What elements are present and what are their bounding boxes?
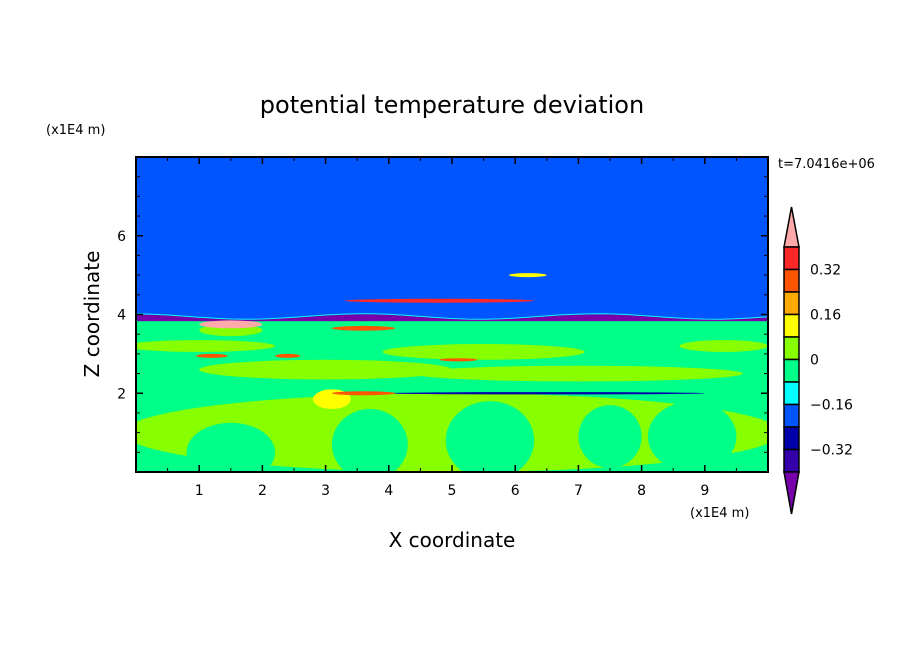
contour-patch-21: [508, 273, 547, 278]
x-tick-label: 1: [195, 483, 204, 499]
colorbar-box: [783, 381, 800, 406]
x-tick-label: 7: [574, 483, 583, 499]
contour-patch-3: [445, 401, 535, 472]
colorbar-tick-label: 0.32: [810, 263, 841, 279]
x-tick-label: 9: [700, 483, 709, 499]
contour-patch-1: [186, 422, 276, 472]
y-axis-label: Z coordinate: [80, 251, 104, 378]
colorbar-tick-label: −0.32: [810, 443, 853, 459]
colorbar-box: [783, 313, 800, 338]
contour-patch-5: [647, 401, 737, 472]
colorbar-top-arrow: [783, 206, 800, 248]
colorbar-box: [783, 358, 800, 383]
x-tick-label: 8: [637, 483, 646, 499]
contour-patch-19: [199, 320, 263, 329]
contour-patch-18: [439, 358, 478, 362]
x-tick-label: 2: [258, 483, 267, 499]
colorbar: 0.32 0.16 0 −0.16 −0.32: [783, 206, 853, 515]
axis-ticks: 1 2 3 4 5 6 7 8 9 2 4 6: [117, 157, 768, 499]
x-unit-label: (x1E4 m): [690, 506, 749, 521]
y-unit-label: (x1E4 m): [46, 123, 105, 138]
colorbar-box: [783, 291, 800, 316]
y-tick-label: 4: [117, 308, 126, 324]
contour-patch-16: [275, 353, 301, 358]
contour-patch-17: [331, 391, 396, 396]
contour-patch-8: [679, 340, 768, 352]
contour-band-11: [136, 157, 768, 320]
colorbar-box: [783, 426, 800, 451]
contour-patch-10: [414, 365, 743, 382]
x-tick-label: 3: [321, 483, 330, 499]
colorbar-bottom-arrow: [783, 471, 800, 515]
contour-patch-12: [388, 392, 705, 395]
time-label: t=7.0416e+06: [778, 157, 875, 172]
colorbar-box: [783, 268, 800, 293]
colorbar-tick-label: −0.16: [810, 398, 853, 414]
colorbar-tick-label: 0.16: [810, 308, 841, 324]
colorbar-box: [783, 403, 800, 428]
colorbar-box: [783, 246, 800, 271]
chart-title: potential temperature deviation: [260, 91, 644, 119]
contour-patch-4: [578, 405, 642, 469]
colorbar-box: [783, 336, 800, 361]
colorbar-box: [783, 448, 800, 473]
x-tick-label: 4: [384, 483, 393, 499]
contour-patch-15: [196, 353, 228, 358]
contour-patch-20: [344, 298, 535, 303]
x-tick-label: 6: [511, 483, 520, 499]
contour-patch-7: [382, 344, 585, 360]
contour-field: [136, 157, 768, 472]
contour-patch-2: [331, 409, 408, 472]
contour-patch-9: [199, 359, 452, 380]
y-tick-label: 6: [117, 229, 126, 245]
contour-patch-6: [136, 340, 276, 352]
contour-patch-14: [331, 325, 396, 331]
x-tick-label: 5: [448, 483, 457, 499]
y-tick-label: 2: [117, 386, 126, 402]
colorbar-tick-label: 0: [810, 353, 819, 369]
x-axis-label: X coordinate: [389, 528, 516, 552]
